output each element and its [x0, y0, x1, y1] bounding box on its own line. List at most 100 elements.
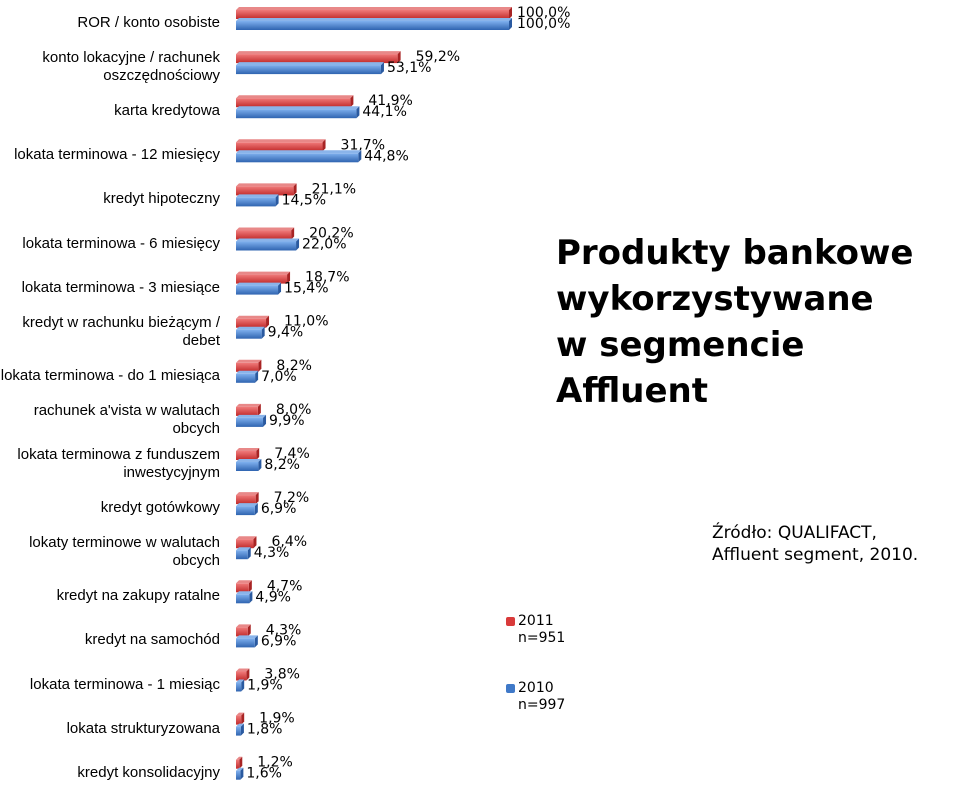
- bar-end-2011: [509, 7, 512, 19]
- legend-swatch-2010: [506, 684, 515, 693]
- value-label-2011: 100,0%: [517, 5, 570, 21]
- category-label: karta kredytowa: [114, 102, 220, 120]
- bar-end-2011: [253, 536, 257, 549]
- bar-top-2011: [236, 95, 354, 99]
- bar-2010: [236, 329, 262, 339]
- value-label-2010: 53,1%: [387, 60, 431, 76]
- bar-end-2011: [322, 139, 326, 152]
- bar-end-2010: [254, 503, 258, 516]
- bar-top-2011: [236, 359, 262, 363]
- bar-2010: [236, 21, 509, 30]
- category-label: lokata terminowa - 6 miesięcy: [22, 234, 220, 252]
- bar-2011: [236, 230, 292, 240]
- bar-2011: [236, 186, 294, 196]
- bar-end-2010: [240, 767, 244, 780]
- value-label-2010: 100,0%: [517, 16, 570, 32]
- value-label-2011: 4,3%: [266, 622, 302, 638]
- bar-2011: [236, 274, 288, 284]
- value-label-2010: 6,9%: [261, 501, 297, 517]
- bar-end-2011: [287, 271, 291, 284]
- bar-end-2010: [275, 194, 279, 207]
- bar-2011: [236, 759, 240, 769]
- bar-2010: [236, 373, 256, 383]
- bar-end-2010: [509, 18, 512, 30]
- bar-top-2010: [236, 723, 244, 727]
- bar-top-2011: [236, 448, 260, 451]
- bar-top-2011: [236, 315, 270, 319]
- bar-2010: [236, 462, 259, 471]
- value-label-2010: 9,4%: [268, 325, 304, 341]
- bar-top-2011: [236, 51, 401, 55]
- bar-top-2011: [236, 580, 252, 584]
- bar-top-2011: [236, 271, 291, 275]
- bar-end-2011: [293, 183, 297, 196]
- bar-end-2010: [356, 106, 360, 119]
- bar-end-2010: [263, 414, 267, 427]
- bar-2010: [236, 109, 357, 119]
- category-label: lokata terminowa - do 1 miesiąca: [0, 366, 220, 384]
- bar-2010: [236, 506, 255, 516]
- value-label-2011: 31,7%: [341, 137, 385, 153]
- bar-top-2010: [236, 547, 251, 551]
- bar-top-2010: [236, 194, 279, 198]
- bar-end-2010: [247, 547, 251, 560]
- bar-end-2011: [247, 624, 251, 637]
- bar-2011: [236, 318, 267, 328]
- value-label-2011: 4,7%: [267, 578, 303, 594]
- value-label-2010: 1,9%: [247, 678, 283, 694]
- bar-2010: [236, 550, 248, 560]
- bar-end-2011: [266, 315, 270, 328]
- value-label-2010: 44,8%: [364, 148, 408, 164]
- bar-top-2011: [236, 492, 259, 496]
- bar-end-2011: [255, 492, 259, 505]
- bar-top-2010: [236, 62, 384, 66]
- value-label-2011: 21,1%: [312, 181, 356, 197]
- category-label: konto lokacyjne / rachunek oszczędnościo…: [42, 49, 220, 85]
- bar-end-2011: [248, 580, 252, 593]
- bar-end-2010: [255, 370, 259, 383]
- bar-2011: [236, 583, 249, 593]
- category-label: kredyt w rachunku bieżącym / debet: [22, 313, 220, 349]
- category-label: lokata terminowa - 3 miesiące: [21, 278, 220, 296]
- category-label: lokata strukturyzowana: [66, 719, 220, 737]
- value-label-2010: 6,9%: [261, 633, 297, 649]
- bar-top-2011: [236, 624, 251, 628]
- bar-end-2010: [358, 150, 362, 163]
- value-label-2010: 15,4%: [284, 281, 328, 297]
- bar-top-2011: [236, 712, 245, 716]
- value-label-2011: 41,9%: [368, 93, 412, 109]
- bar-end-2010: [296, 238, 300, 251]
- bar-top-2010: [236, 18, 512, 21]
- value-label-2011: 59,2%: [416, 49, 460, 65]
- bar-2011: [236, 10, 509, 19]
- bar-2011: [236, 142, 323, 152]
- bar-top-2010: [236, 414, 267, 418]
- bar-2010: [236, 726, 241, 736]
- bar-2011: [236, 671, 247, 681]
- bar-end-2011: [291, 227, 295, 240]
- category-label: lokata terminowa z funduszem inwestycyjn…: [17, 446, 220, 481]
- bar-top-2010: [236, 679, 245, 683]
- value-label-2010: 44,1%: [362, 104, 406, 120]
- bar-end-2010: [261, 326, 265, 339]
- bar-end-2011: [350, 95, 354, 108]
- bar-end-2011: [258, 359, 262, 372]
- value-label-2011: 8,2%: [276, 358, 312, 374]
- bar-end-2010: [258, 459, 262, 471]
- bar-top-2010: [236, 503, 258, 507]
- bar-top-2011: [236, 139, 326, 143]
- bar-end-2011: [257, 403, 261, 416]
- bar-2011: [236, 98, 351, 108]
- bar-top-2010: [236, 150, 362, 154]
- bar-top-2011: [236, 7, 512, 10]
- category-label: kredyt na samochód: [84, 631, 220, 649]
- bar-2011: [236, 715, 242, 725]
- value-label-2010: 1,6%: [246, 766, 282, 782]
- bar-end-2010: [240, 723, 244, 736]
- bar-top-2011: [236, 668, 250, 672]
- bar-2011: [236, 406, 258, 416]
- bar-end-2010: [241, 679, 245, 692]
- bar-end-2011: [256, 448, 260, 460]
- bar-2010: [236, 197, 276, 207]
